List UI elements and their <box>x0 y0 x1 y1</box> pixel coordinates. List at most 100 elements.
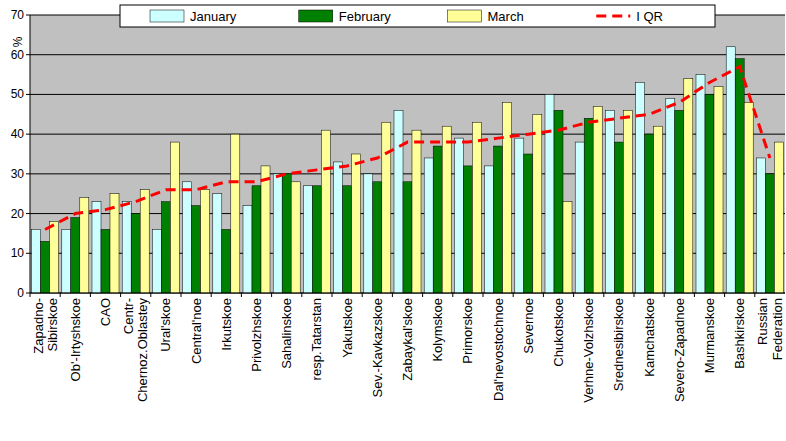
x-tick-label: Primorskoe <box>460 298 475 364</box>
x-tick-label: Irkutskoe <box>219 298 234 351</box>
marks <box>32 47 784 293</box>
bar <box>231 134 240 293</box>
bar <box>485 166 494 293</box>
legend-label: February <box>339 9 392 24</box>
line <box>45 67 770 230</box>
bar <box>433 146 442 293</box>
tick-mark <box>362 293 363 297</box>
x-tick-label: CAO <box>98 298 113 326</box>
label-line: Murmanskoe <box>702 298 717 373</box>
bar <box>291 182 300 293</box>
bar <box>605 110 614 293</box>
x-tick-label: Sev.-Kavkazskoe <box>370 298 385 397</box>
tick-mark <box>603 293 604 297</box>
tick-mark <box>90 293 91 297</box>
bar <box>352 154 361 293</box>
y-axis-label: % <box>11 36 25 47</box>
bar <box>62 229 71 293</box>
x-axis <box>30 293 785 294</box>
bar <box>122 202 131 293</box>
bar <box>774 142 783 293</box>
x-tick-label: Ob'-Irtyshskoe <box>68 298 83 381</box>
x-tick-label: Zabaykal'skoe <box>400 298 415 381</box>
bar <box>503 102 512 293</box>
x-tick-label: Yakutskoe <box>340 298 355 358</box>
bar <box>756 158 765 293</box>
legend-swatch <box>448 10 482 22</box>
bar <box>303 186 312 293</box>
label-line: Centr- <box>121 298 136 334</box>
legend-label: January <box>190 9 237 24</box>
label-line: Severnoe <box>521 298 536 354</box>
tick-mark <box>332 293 333 297</box>
label-line: Dal'nevostochnoe <box>491 298 506 401</box>
plot-area <box>30 15 785 293</box>
bar <box>343 186 352 293</box>
bar <box>101 229 110 293</box>
x-tick-label: Verhne-Volzhskoe <box>581 298 596 403</box>
x-tick-label: Severo-Zapadnoe <box>672 298 687 402</box>
tick-mark <box>120 293 121 297</box>
grid-line <box>30 54 785 55</box>
tick-mark <box>573 293 574 297</box>
y-tick-label: 40 <box>11 127 25 141</box>
tick-mark <box>60 293 61 297</box>
bar <box>675 110 684 293</box>
x-tick-label: RussianFederation <box>755 298 784 360</box>
bar <box>524 154 533 293</box>
bar <box>382 122 391 293</box>
bar <box>222 229 231 293</box>
bar <box>472 122 481 293</box>
y-tick-label: 50 <box>11 87 25 101</box>
tick-mark <box>150 293 151 297</box>
x-tick-label: Chukotskoe <box>551 298 566 367</box>
bar <box>261 166 270 293</box>
tick-mark <box>392 293 393 297</box>
tick-mark <box>30 293 31 297</box>
bar <box>192 206 201 293</box>
legend-swatch <box>150 10 184 22</box>
tick-mark <box>452 293 453 297</box>
bar <box>170 142 179 293</box>
bar <box>412 130 421 293</box>
x-tick-label: Severnoe <box>521 298 536 354</box>
y-tick-label: 10 <box>11 246 25 260</box>
x-tick-label: Central'noe <box>189 298 204 364</box>
legend-label: March <box>488 9 524 24</box>
bar <box>515 138 524 293</box>
bar <box>131 214 140 293</box>
label-line: Primorskoe <box>460 298 475 364</box>
tick-mark <box>26 173 30 174</box>
legend-swatch <box>299 10 333 22</box>
bar <box>696 75 705 293</box>
label-line: Federation <box>770 298 785 360</box>
label-line: Sibirskoe <box>45 298 60 351</box>
legend-label: I QR <box>636 9 663 24</box>
label-line: Zapadno- <box>30 298 45 354</box>
label-line: Sahalinskoe <box>279 298 294 369</box>
x-tick-label: Bashkirskoe <box>732 298 747 369</box>
label-line: Zabaykal'skoe <box>400 298 415 381</box>
tick-mark <box>543 293 544 297</box>
label-line: Bashkirskoe <box>732 298 747 369</box>
bar <box>554 110 563 293</box>
bar <box>424 158 433 293</box>
x-tick-label: Kolymskoe <box>430 298 445 362</box>
label-line: Chernoz.Oblastey <box>135 298 150 403</box>
label-line: Verhne-Volzhskoe <box>581 298 596 403</box>
bar <box>273 174 282 293</box>
bar <box>321 130 330 293</box>
label-line: Kolymskoe <box>430 298 445 362</box>
bar <box>32 229 41 293</box>
bar <box>584 118 593 293</box>
bar <box>545 94 554 293</box>
label-line: Russian <box>755 298 770 345</box>
label-line: Sev.-Kavkazskoe <box>370 298 385 397</box>
tick-mark <box>634 293 635 297</box>
x-tick-label: Centr-Chernoz.Oblastey <box>121 298 150 403</box>
tick-mark <box>694 293 695 297</box>
bar <box>183 182 192 293</box>
tick-mark <box>26 134 30 135</box>
tick-mark <box>301 293 302 297</box>
tick-mark <box>724 293 725 297</box>
